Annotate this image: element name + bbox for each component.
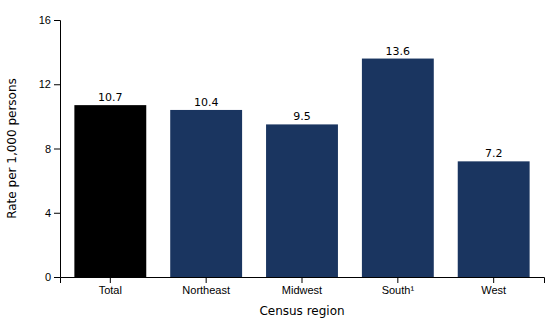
tick-mark [493, 277, 494, 283]
tick-label: 4 [45, 207, 51, 219]
bar [74, 105, 146, 277]
data-label: 13.6 [386, 45, 411, 58]
x-axis-title: Census region [259, 304, 344, 318]
data-label: 7.2 [485, 147, 503, 160]
tick-mark [397, 277, 398, 283]
bar [266, 124, 338, 277]
bar [362, 59, 434, 277]
plot-area: 10.7 10.4 9.5 13.6 7.2 Total Northeast Midwest S… [39, 14, 545, 296]
tick-label: South¹ [382, 284, 415, 296]
chart-container: 10.7 10.4 9.5 13.6 7.2 Total Northeast Midwest S… [0, 0, 560, 325]
tick-label: 12 [39, 78, 51, 90]
tick: 8 [45, 143, 60, 155]
tick: 0 [45, 271, 60, 283]
chart-svg: 10.7 10.4 9.5 13.6 7.2 Total Northeast Midwest S… [0, 0, 560, 325]
bar [170, 110, 242, 277]
axis-line [61, 278, 545, 284]
tick-label: Total [99, 284, 122, 296]
tick-mark [54, 84, 60, 85]
data-label: 10.4 [194, 96, 219, 109]
tick-mark [54, 149, 60, 150]
tick: 16 [39, 14, 60, 26]
data-labels: 10.7 10.4 9.5 13.6 7.2 [98, 45, 502, 161]
bars [74, 59, 529, 277]
tick-label: Northeast [182, 284, 230, 296]
tick: 12 [39, 78, 60, 90]
tick-label: West [481, 284, 506, 296]
tick-mark [54, 213, 60, 214]
x-axis: Total Northeast Midwest South¹ West [61, 277, 545, 296]
tick-mark [54, 277, 60, 278]
tick-label: 8 [45, 143, 51, 155]
axis-line [54, 21, 61, 278]
data-label: 9.5 [293, 110, 311, 123]
tick: Midwest [282, 277, 322, 296]
tick: 4 [45, 207, 60, 219]
tick-mark [54, 20, 60, 21]
tick-mark [302, 277, 303, 283]
tick-label: 0 [45, 271, 51, 283]
tick: South¹ [382, 277, 415, 296]
tick: Total [99, 277, 122, 296]
tick: West [481, 277, 506, 296]
tick: Northeast [182, 277, 230, 296]
tick-mark [206, 277, 207, 283]
bar [458, 161, 530, 277]
tick-label: Midwest [282, 284, 322, 296]
y-axis-title: Rate per 1,000 persons [5, 78, 19, 219]
y-axis: 0 4 8 12 16 [39, 14, 61, 283]
tick-label: 16 [39, 14, 51, 26]
data-label: 10.7 [98, 91, 123, 104]
tick-mark [110, 277, 111, 283]
